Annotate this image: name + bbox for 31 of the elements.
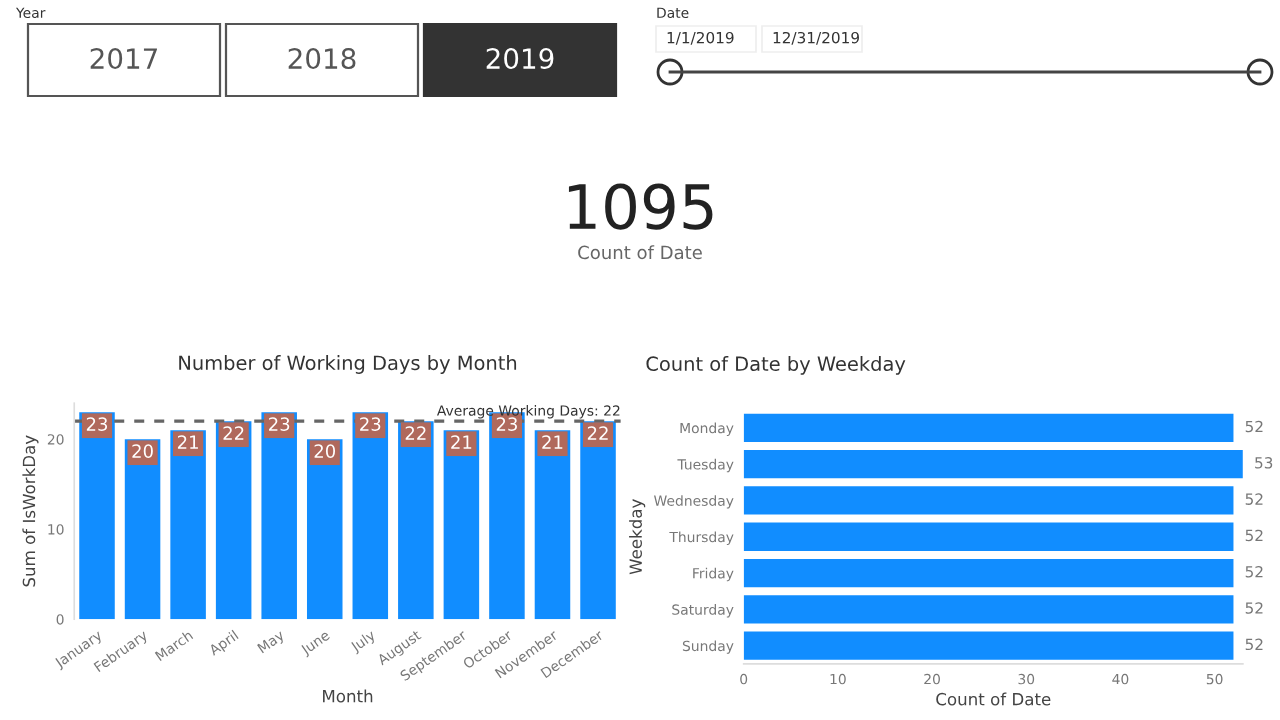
text: 2017 <box>90 48 157 70</box>
data-label: 23 <box>86 417 108 431</box>
chart-title: Count of Date by Weekday <box>646 356 906 375</box>
y-axis-title: Sum of IsWorkDay <box>22 435 39 587</box>
text: 2019 <box>486 48 554 70</box>
bar <box>215 421 252 620</box>
x-axis-title: Month <box>323 689 373 703</box>
data-label: 23 <box>269 417 290 431</box>
chart-title: Number of Working Days by Month <box>179 355 517 374</box>
bar <box>443 430 480 620</box>
text: 1095 <box>568 183 713 230</box>
bar <box>79 412 115 620</box>
data-label: 22 <box>587 426 608 440</box>
text: 2018 <box>288 48 356 70</box>
bar <box>398 421 434 620</box>
data-label: 21 <box>177 435 198 449</box>
text: Count of Date <box>578 245 702 260</box>
data-label: 20 <box>314 444 336 458</box>
data-label: 23 <box>496 417 517 431</box>
data-label: 22 <box>405 426 426 440</box>
bar <box>580 421 616 620</box>
data-label: 21 <box>542 435 563 449</box>
data-label: 20 <box>132 444 153 458</box>
bar <box>352 412 389 620</box>
x-axis-title: Count of Date <box>936 692 1051 706</box>
bar <box>261 412 297 620</box>
bar <box>170 430 206 620</box>
data-label: 22 <box>223 426 244 440</box>
y-axis-title: Weekday <box>629 499 646 575</box>
data-label: 23 <box>360 417 381 431</box>
data-label: 21 <box>451 435 472 449</box>
